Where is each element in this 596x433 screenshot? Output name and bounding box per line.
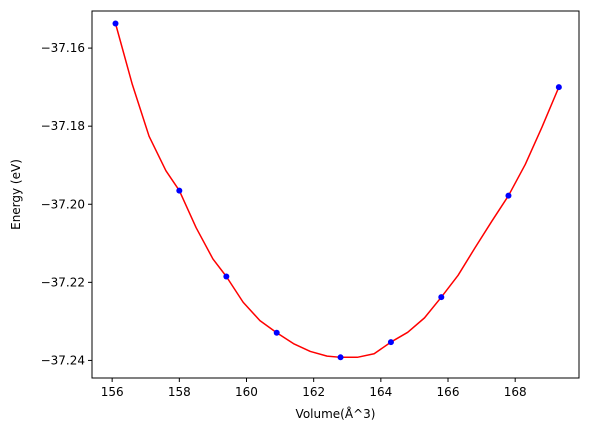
plot-area bbox=[112, 20, 562, 361]
y-tick-label: −37.22 bbox=[41, 275, 85, 289]
y-tick-label: −37.20 bbox=[41, 197, 85, 211]
data-point bbox=[438, 294, 445, 301]
x-tick-label: 166 bbox=[437, 385, 460, 399]
x-axis-label: Volume(Å^3) bbox=[296, 406, 376, 421]
data-point bbox=[555, 84, 562, 91]
plot-frame bbox=[91, 10, 580, 379]
x-tick-label: 164 bbox=[369, 385, 392, 399]
data-point bbox=[223, 273, 230, 280]
y-tick-label: −37.18 bbox=[41, 119, 85, 133]
y-axis-label: Energy (eV) bbox=[9, 159, 23, 230]
y-tick-label: −37.16 bbox=[41, 41, 85, 55]
data-point bbox=[176, 187, 183, 194]
data-point bbox=[273, 329, 280, 336]
data-point bbox=[505, 192, 512, 199]
data-point bbox=[112, 20, 119, 27]
data-point bbox=[387, 339, 394, 346]
x-tick-label: 160 bbox=[235, 385, 258, 399]
x-tick-label: 162 bbox=[302, 385, 325, 399]
x-tick-label: 168 bbox=[504, 385, 527, 399]
x-tick-label: 156 bbox=[101, 385, 124, 399]
y-tick-label: −37.24 bbox=[41, 353, 85, 367]
axes: 156 158 160 162 164 166 168 −37.24 −37.22 −37.20 −… bbox=[41, 10, 580, 399]
data-point bbox=[337, 354, 344, 361]
fit-curve-line bbox=[114, 22, 560, 359]
x-tick-label: 158 bbox=[168, 385, 191, 399]
